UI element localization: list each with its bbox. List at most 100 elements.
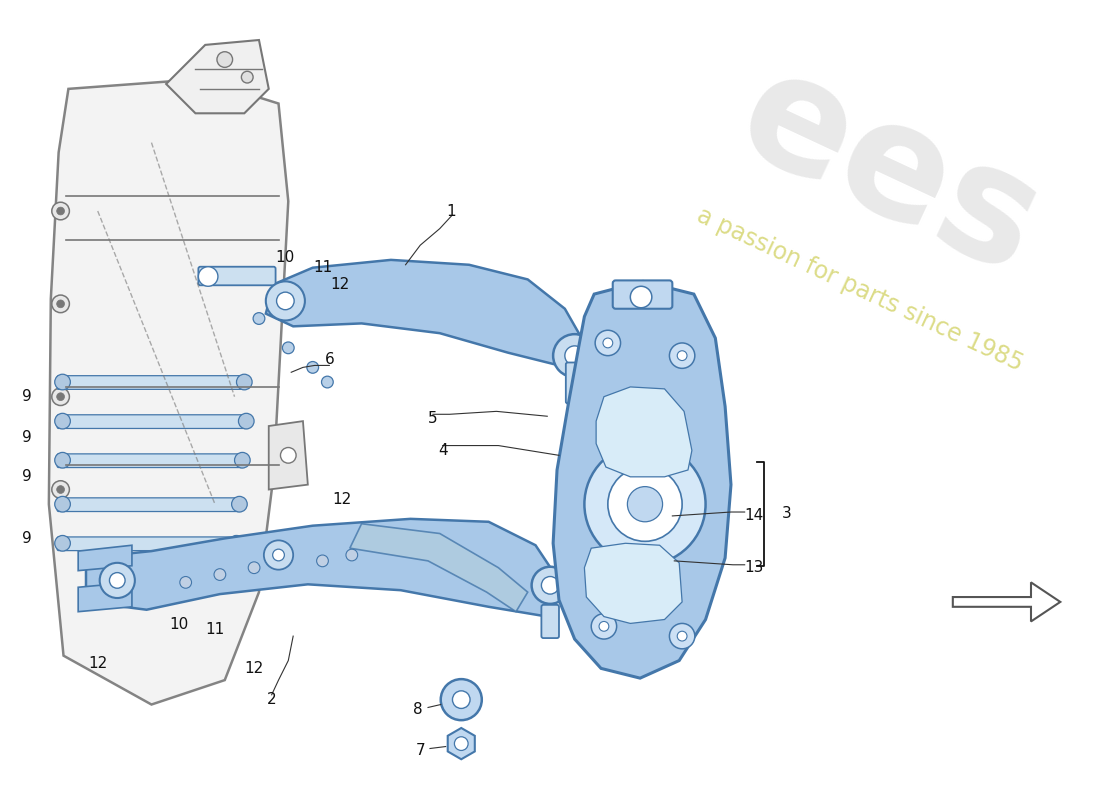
Text: 4: 4 bbox=[438, 443, 448, 458]
Circle shape bbox=[564, 346, 584, 366]
Text: 10: 10 bbox=[169, 617, 188, 632]
Circle shape bbox=[678, 631, 688, 641]
Circle shape bbox=[55, 374, 70, 390]
Text: 8: 8 bbox=[414, 702, 424, 717]
Text: 5: 5 bbox=[428, 410, 438, 426]
Circle shape bbox=[100, 563, 135, 598]
Circle shape bbox=[229, 535, 244, 551]
Circle shape bbox=[584, 444, 705, 565]
Circle shape bbox=[253, 313, 265, 324]
Circle shape bbox=[179, 577, 191, 588]
Circle shape bbox=[55, 535, 70, 551]
Text: 12: 12 bbox=[88, 656, 108, 671]
Circle shape bbox=[239, 414, 254, 429]
Circle shape bbox=[273, 549, 285, 561]
Circle shape bbox=[454, 737, 469, 750]
Polygon shape bbox=[448, 728, 475, 759]
Circle shape bbox=[57, 207, 65, 215]
Circle shape bbox=[600, 622, 608, 631]
Circle shape bbox=[630, 286, 652, 308]
Polygon shape bbox=[78, 546, 132, 570]
Circle shape bbox=[603, 338, 613, 348]
Circle shape bbox=[198, 266, 218, 286]
Text: 12: 12 bbox=[244, 661, 264, 676]
Text: 3: 3 bbox=[782, 506, 792, 522]
Polygon shape bbox=[584, 543, 682, 623]
Circle shape bbox=[236, 374, 252, 390]
Text: ees: ees bbox=[715, 36, 1064, 308]
Circle shape bbox=[55, 453, 70, 468]
Text: 9: 9 bbox=[22, 470, 32, 484]
Circle shape bbox=[232, 496, 248, 512]
Polygon shape bbox=[266, 260, 584, 367]
Circle shape bbox=[266, 282, 305, 321]
FancyBboxPatch shape bbox=[57, 498, 241, 511]
Text: 12: 12 bbox=[332, 492, 352, 507]
Text: 11: 11 bbox=[312, 260, 332, 275]
Circle shape bbox=[249, 562, 260, 574]
Circle shape bbox=[283, 342, 294, 354]
FancyBboxPatch shape bbox=[57, 376, 245, 390]
Circle shape bbox=[234, 453, 250, 468]
Text: 11: 11 bbox=[206, 622, 224, 637]
Circle shape bbox=[608, 467, 682, 542]
Text: 9: 9 bbox=[22, 430, 32, 446]
Circle shape bbox=[52, 295, 69, 313]
Circle shape bbox=[345, 549, 358, 561]
Text: 10: 10 bbox=[276, 250, 295, 266]
FancyBboxPatch shape bbox=[198, 266, 276, 286]
Text: 12: 12 bbox=[330, 277, 350, 292]
Circle shape bbox=[531, 566, 569, 604]
Circle shape bbox=[553, 334, 596, 377]
Text: 9: 9 bbox=[22, 531, 32, 546]
Circle shape bbox=[678, 350, 688, 361]
Circle shape bbox=[276, 292, 294, 310]
Circle shape bbox=[57, 300, 65, 308]
Circle shape bbox=[110, 573, 125, 588]
Text: 14: 14 bbox=[745, 509, 763, 523]
Circle shape bbox=[280, 447, 296, 463]
Circle shape bbox=[541, 577, 559, 594]
Circle shape bbox=[217, 52, 232, 67]
FancyBboxPatch shape bbox=[57, 414, 248, 429]
Circle shape bbox=[52, 202, 69, 220]
Circle shape bbox=[591, 614, 617, 639]
Text: 7: 7 bbox=[416, 743, 425, 758]
Text: 13: 13 bbox=[745, 560, 764, 575]
Circle shape bbox=[52, 481, 69, 498]
Polygon shape bbox=[268, 421, 308, 490]
Circle shape bbox=[264, 540, 294, 570]
Text: 2: 2 bbox=[267, 692, 276, 707]
Polygon shape bbox=[166, 40, 268, 114]
Circle shape bbox=[55, 496, 70, 512]
Circle shape bbox=[452, 691, 470, 709]
FancyBboxPatch shape bbox=[541, 605, 559, 638]
Polygon shape bbox=[596, 387, 692, 477]
Text: 6: 6 bbox=[324, 352, 334, 367]
Circle shape bbox=[57, 393, 65, 401]
Circle shape bbox=[57, 486, 65, 494]
Circle shape bbox=[321, 376, 333, 388]
Circle shape bbox=[670, 343, 695, 368]
Polygon shape bbox=[553, 282, 732, 678]
Polygon shape bbox=[350, 524, 528, 612]
Circle shape bbox=[52, 388, 69, 406]
Text: a passion for parts since 1985: a passion for parts since 1985 bbox=[693, 203, 1027, 375]
FancyBboxPatch shape bbox=[565, 362, 583, 403]
Circle shape bbox=[595, 330, 620, 356]
Circle shape bbox=[214, 569, 225, 581]
Circle shape bbox=[241, 71, 253, 83]
Circle shape bbox=[670, 623, 695, 649]
FancyBboxPatch shape bbox=[613, 281, 672, 309]
FancyBboxPatch shape bbox=[57, 537, 238, 550]
Text: 9: 9 bbox=[22, 389, 32, 404]
Text: 1: 1 bbox=[447, 203, 456, 218]
Polygon shape bbox=[86, 519, 559, 617]
Circle shape bbox=[307, 362, 319, 374]
Polygon shape bbox=[953, 582, 1060, 622]
Polygon shape bbox=[78, 582, 132, 612]
FancyBboxPatch shape bbox=[57, 454, 244, 467]
Polygon shape bbox=[48, 79, 288, 705]
Circle shape bbox=[55, 414, 70, 429]
Circle shape bbox=[441, 679, 482, 720]
